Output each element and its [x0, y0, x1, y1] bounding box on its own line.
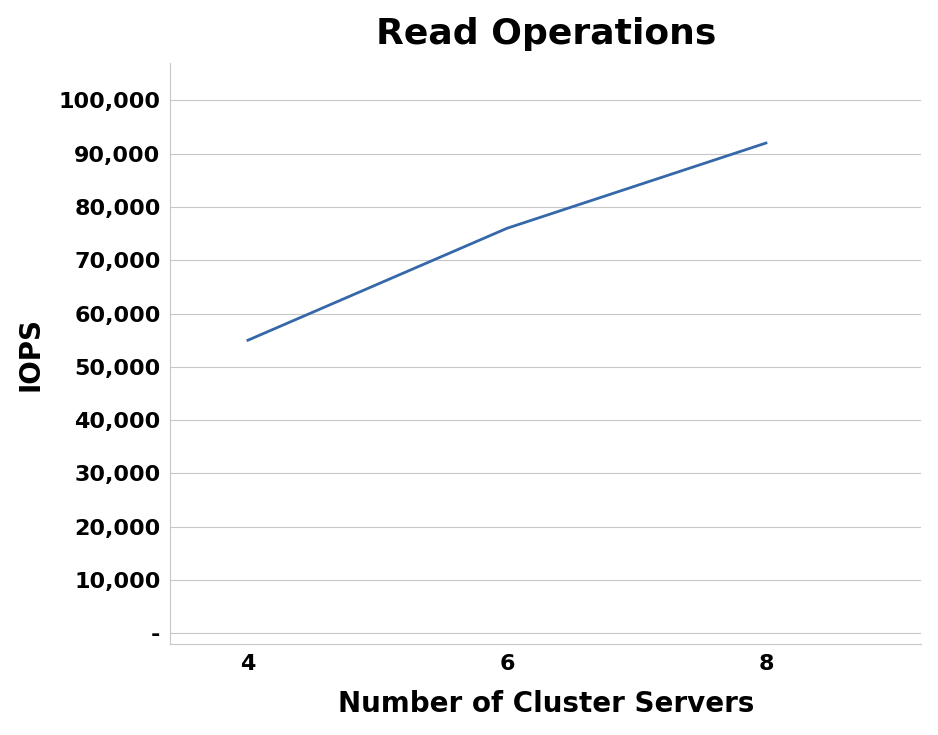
Title: Read Operations: Read Operations	[375, 17, 716, 51]
Y-axis label: IOPS: IOPS	[17, 317, 45, 390]
X-axis label: Number of Cluster Servers: Number of Cluster Servers	[338, 690, 754, 718]
